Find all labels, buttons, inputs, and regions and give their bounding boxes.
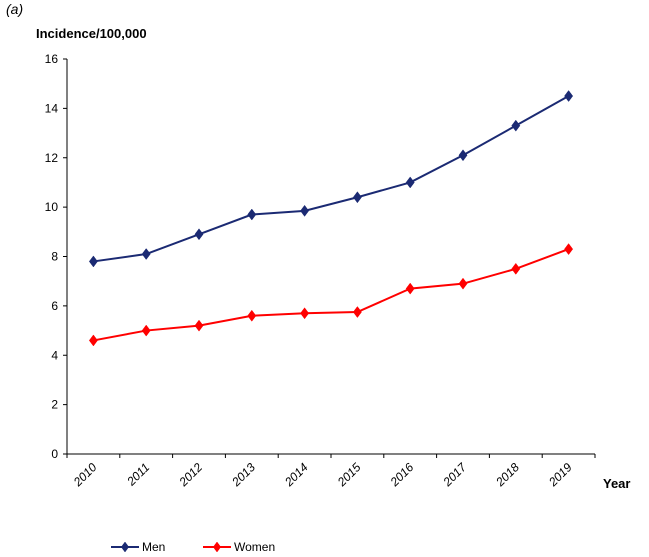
legend-marker-women: [212, 541, 222, 553]
data-point-women: [511, 262, 521, 275]
series-line-women: [93, 248, 569, 342]
x-tick-label: 2018: [492, 460, 522, 490]
data-point-men: [511, 119, 521, 132]
y-tick-label: 10: [45, 200, 59, 214]
x-tick-label: 2010: [70, 460, 100, 490]
x-tick-label: 2014: [281, 460, 311, 490]
data-point-women: [88, 334, 98, 347]
y-axis-label: Incidence/100,000: [36, 26, 147, 41]
y-tick-label: 4: [51, 348, 58, 362]
data-point-men: [247, 208, 257, 221]
x-tick-label: 2019: [545, 460, 575, 490]
legend-label-men: Men: [142, 540, 165, 554]
plot-area: [88, 90, 574, 347]
data-point-women: [352, 306, 362, 318]
data-point-men: [194, 228, 204, 241]
data-point-men: [300, 204, 310, 217]
data-point-women: [194, 319, 204, 332]
legend-label-women: Women: [234, 540, 275, 554]
y-tick-label: 16: [45, 52, 59, 66]
data-point-women: [141, 324, 151, 337]
data-point-women: [458, 277, 468, 290]
legend: Men Women: [111, 540, 275, 554]
y-tick-label: 0: [51, 447, 58, 461]
data-point-women: [564, 243, 574, 256]
data-point-women: [405, 282, 415, 295]
x-tick-label: 2012: [176, 460, 206, 490]
data-point-men: [564, 90, 574, 102]
x-tick-label: 2016: [387, 460, 417, 490]
data-point-men: [88, 255, 98, 268]
data-point-men: [405, 176, 415, 189]
axes: 0 2 4 6 8 10 12 14 16 2010 2011 2012 2013 2014 2015 201…: [45, 52, 596, 490]
x-tick-label: 2017: [440, 459, 470, 489]
y-tick-label: 14: [45, 101, 59, 115]
data-point-men: [458, 149, 468, 162]
x-tick-label: 2011: [123, 460, 152, 489]
data-point-women: [247, 309, 257, 322]
data-point-men: [352, 191, 362, 204]
x-tick-label: 2013: [228, 460, 258, 490]
y-tick-label: 12: [45, 151, 59, 165]
data-point-women: [300, 307, 310, 320]
y-tick-label: 6: [51, 299, 58, 313]
panel-label: (a): [6, 1, 23, 17]
data-point-men: [141, 248, 151, 260]
y-tick-label: 2: [51, 398, 58, 412]
y-tick-label: 8: [51, 250, 58, 264]
x-axis-label: Year: [603, 476, 630, 491]
legend-marker-men: [120, 541, 130, 553]
x-tick-label: 2015: [334, 460, 364, 490]
series-line-men: [93, 95, 570, 263]
